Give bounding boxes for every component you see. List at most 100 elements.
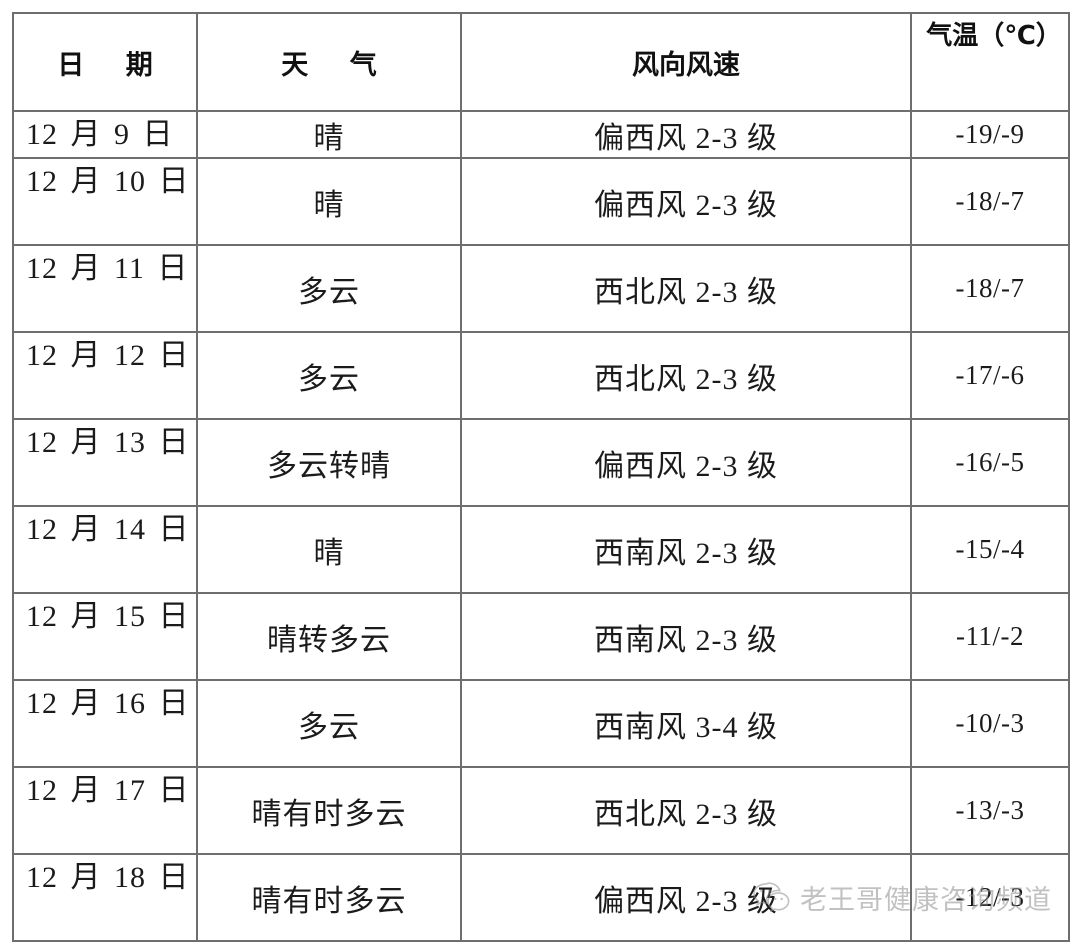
cell-wind-value: 西南风 2-3 级: [594, 623, 778, 657]
cell-weather-value: 多云转晴: [267, 449, 391, 483]
cell-temperature-value: -18/-7: [955, 273, 1025, 303]
table-row: 12 月 13 日 多云转晴 偏西风 2-3 级 -16/-5: [12, 418, 1070, 507]
cell-temperature-value: -16/-5: [955, 447, 1025, 477]
cell-weather: 晴有时多云: [196, 766, 462, 855]
cell-wind-container: 西南风 2-3 级: [462, 594, 910, 679]
cell-temperature: -11/-2: [910, 592, 1070, 681]
cell-temperature-value: -15/-4: [955, 534, 1025, 564]
table-row: 12 月 16 日多云 西南风 3-4 级 -10/-3: [12, 679, 1070, 768]
cell-date-value: 12 月 17 日: [26, 774, 190, 807]
table-row: 12 月 9 日 晴 偏西风 2-3 级 -19/-9: [12, 110, 1070, 159]
cell-date: 12 月 14 日: [12, 505, 198, 594]
cell-wind-container: 偏西风 2-3 级: [462, 855, 910, 940]
cell-weather-value: 多云: [298, 275, 360, 309]
cell-wind-container: 偏西风 2-3 级: [462, 420, 910, 505]
column-header-weather-label: 天 气: [281, 49, 393, 81]
cell-date: 12 月 17 日: [12, 766, 198, 855]
table-row: 12 月 18 日 晴有时多云 偏西风 2-3 级 -12/-3: [12, 853, 1070, 942]
cell-date-value: 12 月 9 日: [26, 118, 174, 151]
table-row: 12 月 17 日晴有时多云 西北风 2-3 级 -13/-3: [12, 766, 1070, 855]
column-header-temperature: 气温（℃）: [910, 12, 1070, 112]
cell-temperature: -19/-9: [910, 110, 1070, 159]
cell-weather: 晴转多云: [196, 592, 462, 681]
table-body: 12 月 9 日晴偏西风 2-3 级 -19/-9 12 月 10 日晴偏西风 2-…: [12, 110, 1070, 942]
cell-wind-value: 西北风 2-3 级: [594, 275, 778, 309]
cell-weather-value: 晴转多云: [267, 623, 391, 657]
cell-date-value: 12 月 16 日: [26, 687, 190, 720]
cell-weather: 晴: [196, 110, 462, 159]
table-header-row: 日 期 天 气 风向风速 气温（℃）: [12, 12, 1070, 112]
cell-wind-value: 西南风 3-4 级: [594, 710, 778, 744]
table-header: 日 期 天 气 风向风速 气温（℃）: [12, 12, 1070, 112]
cell-wind: 西南风 2-3 级: [460, 505, 912, 594]
column-header-date: 日 期: [12, 12, 198, 112]
cell-temperature-value: -17/-6: [955, 360, 1025, 390]
cell-date: 12 月 15 日: [12, 592, 198, 681]
cell-date: 12 月 11 日: [12, 244, 198, 333]
cell-temperature: -17/-6: [910, 331, 1070, 420]
cell-wind: 西南风 3-4 级: [460, 679, 912, 768]
column-header-temperature-label: 气温（℃）: [926, 21, 1062, 51]
cell-wind-value: 西北风 2-3 级: [594, 797, 778, 831]
column-header-date-label: 日 期: [57, 49, 169, 81]
cell-date-value: 12 月 10 日: [26, 165, 190, 198]
cell-wind-container: 偏西风 2-3 级: [462, 159, 910, 244]
cell-temperature-value: -19/-9: [955, 119, 1025, 149]
cell-weather-value: 晴有时多云: [251, 884, 407, 918]
cell-wind: 偏西风 2-3 级: [460, 110, 912, 159]
cell-temperature: -10/-3: [910, 679, 1070, 768]
table-row: 12 月 10 日晴 偏西风 2-3 级 -18/-7: [12, 157, 1070, 246]
cell-date: 12 月 9 日: [12, 110, 198, 159]
cell-weather: 晴: [196, 157, 462, 246]
table-row: 12 月 14 日 晴 西南风 2-3 级 -15/-4: [12, 505, 1070, 594]
cell-weather-value: 多云: [298, 362, 360, 396]
column-header-weather: 天 气: [196, 12, 462, 112]
cell-wind: 偏西风 2-3 级: [460, 418, 912, 507]
cell-weather-value: 晴: [313, 121, 345, 155]
weather-forecast-table: 日 期 天 气 风向风速 气温（℃） 12 月 9 日晴偏西风 2-3 级 -19…: [12, 12, 1070, 942]
cell-weather-value: 晴有时多云: [251, 797, 407, 831]
cell-wind-value: 西北风 2-3 级: [594, 362, 778, 396]
cell-temperature: -15/-4: [910, 505, 1070, 594]
cell-temperature-value: -13/-3: [955, 795, 1025, 825]
cell-weather: 多云: [196, 244, 462, 333]
cell-wind-value: 偏西风 2-3 级: [594, 121, 778, 155]
cell-temperature-value: -11/-2: [956, 621, 1024, 651]
cell-date: 12 月 10 日: [12, 157, 198, 246]
cell-wind: 西北风 2-3 级: [460, 766, 912, 855]
cell-weather-value: 多云: [298, 710, 360, 744]
cell-weather: 晴: [196, 505, 462, 594]
cell-wind-container: 偏西风 2-3 级: [462, 112, 910, 157]
cell-wind: 西北风 2-3 级: [460, 331, 912, 420]
table-row: 12 月 15 日晴转多云 西南风 2-3 级 -11/-2: [12, 592, 1070, 681]
cell-wind-value: 偏西风 2-3 级: [594, 449, 778, 483]
column-header-wind: 风向风速: [460, 12, 912, 112]
cell-wind-container: 西北风 2-3 级: [462, 333, 910, 418]
cell-date-value: 12 月 15 日: [26, 600, 190, 633]
cell-date-value: 12 月 12 日: [26, 339, 190, 372]
table-row: 12 月 12 日多云 西北风 2-3 级 -17/-6: [12, 331, 1070, 420]
cell-wind-value: 偏西风 2-3 级: [594, 188, 778, 222]
cell-date: 12 月 13 日: [12, 418, 198, 507]
column-header-wind-label: 风向风速: [632, 49, 740, 81]
cell-date-value: 12 月 11 日: [26, 252, 189, 285]
cell-wind-container: 西北风 2-3 级: [462, 768, 910, 853]
cell-temperature-value: -12/-3: [955, 882, 1025, 912]
cell-weather-value: 晴: [313, 536, 345, 570]
cell-wind: 西北风 2-3 级: [460, 244, 912, 333]
cell-weather-value: 晴: [313, 188, 345, 222]
cell-temperature-value: -10/-3: [955, 708, 1025, 738]
cell-temperature: -12/-3: [910, 853, 1070, 942]
cell-wind-value: 偏西风 2-3 级: [594, 884, 778, 918]
cell-wind: 偏西风 2-3 级: [460, 157, 912, 246]
cell-temperature-value: -18/-7: [955, 186, 1025, 216]
cell-wind-value: 西南风 2-3 级: [594, 536, 778, 570]
cell-temperature: -18/-7: [910, 157, 1070, 246]
cell-temperature: -18/-7: [910, 244, 1070, 333]
cell-weather: 晴有时多云: [196, 853, 462, 942]
cell-weather: 多云: [196, 331, 462, 420]
cell-weather: 多云转晴: [196, 418, 462, 507]
cell-date: 12 月 18 日: [12, 853, 198, 942]
cell-wind-container: 西北风 2-3 级: [462, 246, 910, 331]
cell-temperature: -16/-5: [910, 418, 1070, 507]
